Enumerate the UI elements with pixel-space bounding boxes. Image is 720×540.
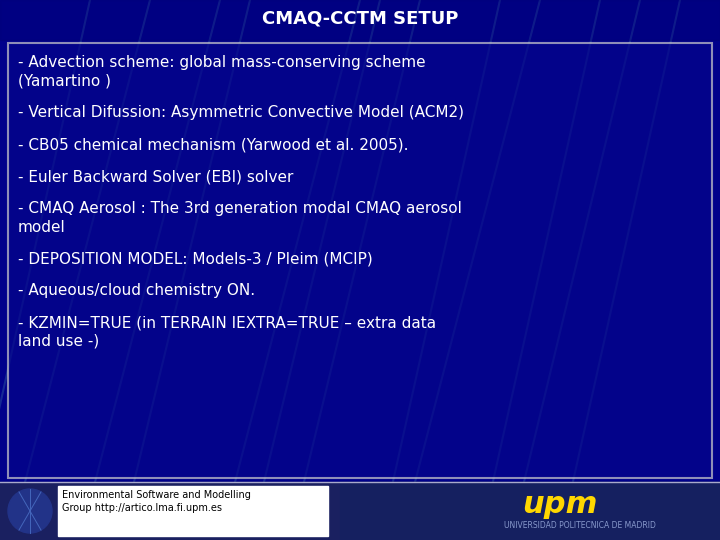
- Bar: [0, 0, 720, 40]
- Text: UNIVERSIDAD POLITECNICA DE MADRID: UNIVERSIDAD POLITECNICA DE MADRID: [504, 521, 656, 530]
- Text: - Vertical Difussion: Asymmetric Convective Model (ACM2): - Vertical Difussion: Asymmetric Convect…: [18, 105, 464, 120]
- Bar: [340, 482, 720, 540]
- Text: CMAQ-CCTM SETUP: CMAQ-CCTM SETUP: [262, 9, 458, 27]
- Circle shape: [8, 489, 52, 533]
- Text: Environmental Software and Modelling
Group http://artico.lma.fi.upm.es: Environmental Software and Modelling Gro…: [62, 490, 251, 513]
- Bar: [0, 482, 720, 540]
- Bar: [58, 486, 328, 536]
- Text: - Euler Backward Solver (EBI) solver: - Euler Backward Solver (EBI) solver: [18, 169, 293, 184]
- Text: - CMAQ Aerosol : The 3rd generation modal CMAQ aerosol
model: - CMAQ Aerosol : The 3rd generation moda…: [18, 201, 462, 234]
- Text: - CB05 chemical mechanism (Yarwood et al. 2005).: - CB05 chemical mechanism (Yarwood et al…: [18, 137, 408, 152]
- Text: - Advection scheme: global mass-conserving scheme
(Yamartino ): - Advection scheme: global mass-conservi…: [18, 55, 426, 89]
- Bar: [8, 43, 712, 478]
- Text: - KZMIN=TRUE (in TERRAIN IEXTRA=TRUE – extra data
land use -): - KZMIN=TRUE (in TERRAIN IEXTRA=TRUE – e…: [18, 315, 436, 349]
- Text: - Aqueous/cloud chemistry ON.: - Aqueous/cloud chemistry ON.: [18, 283, 255, 298]
- Text: - DEPOSITION MODEL: Models-3 / Pleim (MCIP): - DEPOSITION MODEL: Models-3 / Pleim (MC…: [18, 251, 373, 266]
- Text: upm: upm: [522, 490, 598, 519]
